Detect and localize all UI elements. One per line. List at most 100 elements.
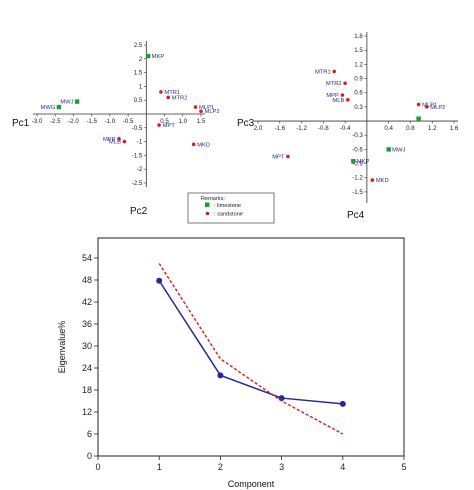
sandstone-point — [286, 154, 290, 159]
limestone-point — [416, 116, 421, 121]
eigenvalue-tick-label: 42 — [82, 297, 92, 307]
x-tick-label: 1.5 — [197, 118, 206, 125]
limestone-point — [145, 53, 151, 59]
sandstone-point — [343, 81, 347, 86]
sandstone-point — [166, 95, 170, 100]
component-tick-label: 2 — [218, 462, 223, 472]
point-label: MLB — [332, 98, 344, 104]
component-tick-label: 0 — [95, 462, 100, 472]
point-label: MTR2 — [326, 81, 342, 87]
limestone-point — [56, 104, 62, 110]
pc4-tick-group: 1.8 1.5 1.2 0.9 0.6 0.3 -0.3 -0.6 -0.9 -1.2 -1.5 — [352, 33, 367, 196]
point-label: MTR2 — [172, 95, 188, 101]
eigenvalue-tick-label: 18 — [82, 385, 92, 395]
limestone-point — [386, 147, 391, 152]
trend-line — [158, 263, 344, 435]
component-tick-group: 0 1 2 3 4 5 — [95, 456, 407, 472]
point-label: MKD — [376, 178, 389, 184]
component-tick-label: 4 — [340, 462, 345, 472]
point-label: MKD — [197, 142, 210, 148]
y-tick-label: -0.3 — [352, 132, 363, 139]
point-label: MKP — [357, 159, 370, 165]
sandstone-point — [159, 90, 163, 94]
eigenvalue-chart-frame — [97, 237, 405, 457]
point-label: MPT — [272, 154, 285, 160]
component-axis-label: Component — [228, 479, 275, 489]
y-tick-label: 1 — [139, 83, 143, 90]
limestone-point — [351, 159, 356, 164]
eigenvalue-axis-label: Eigenvalue% — [57, 321, 67, 374]
pca-plot-pc1-pc2: -3.0 -2.5 -2.0 -1.5 -1.0 -0.5 0.5 1.0 1.5 2.5 2 1.… — [12, 41, 220, 217]
x-tick-label: 0.5 — [160, 118, 169, 125]
y-tick-label: -2 — [137, 166, 143, 173]
legend-limestone-label: : limestone — [214, 203, 241, 209]
sandstone-point — [424, 105, 429, 109]
legend-title: Remarks: — [201, 196, 225, 202]
pc2-tick-group: 2.5 2 1.5 1 0.5 -0.5 -1 -1.5 -2 -2.5 — [132, 42, 147, 187]
eigenvalue-tick-label: 54 — [82, 253, 92, 263]
legend-sandstone-label: : sandstone — [214, 212, 243, 218]
point-label: MPT — [163, 123, 176, 129]
point-label: MLB — [109, 140, 121, 146]
x-tick-label: -0.5 — [123, 118, 134, 125]
y-tick-label: 2.5 — [134, 42, 143, 49]
component-tick-label: 5 — [401, 462, 406, 472]
x-tick-label: 0.4 — [384, 125, 393, 132]
y-tick-label: -1.5 — [132, 152, 143, 159]
eigenvalue-tick-label: 0 — [87, 451, 92, 461]
eigenvalue-tick-label: 24 — [82, 363, 92, 373]
x-tick-label: -1.2 — [296, 125, 307, 132]
pc4-axis-label: Pc4 — [347, 210, 365, 221]
eigenvalue-tick-label: 30 — [82, 341, 92, 351]
y-tick-label: -1 — [137, 139, 143, 146]
y-tick-label: -0.6 — [352, 146, 363, 153]
pca-plot-pc3-pc4: 2.0 -1.6 -1.2 -0.8 -0.4 0.4 0.8 1.2 1.6 1.81.51.… — [237, 32, 459, 221]
sandstone-point — [191, 142, 196, 147]
eigenvalue-point — [339, 400, 346, 407]
eigenvalue-point — [217, 372, 224, 379]
x-tick-label: -2.0 — [68, 118, 79, 125]
component-tick-label: 3 — [279, 462, 284, 472]
pc3-tick-group: 2.0 -1.6 -1.2 -0.8 -0.4 0.4 0.8 1.2 1.6 — [254, 121, 459, 132]
pc3-axis-label: Pc3 — [237, 118, 255, 129]
y-tick-label: 0.3 — [354, 104, 363, 111]
sandstone-point — [157, 123, 161, 127]
x-tick-label: -3.0 — [32, 118, 43, 125]
sandstone-point — [340, 93, 345, 97]
y-tick-label: -2.5 — [132, 180, 143, 187]
y-tick-label: -0.5 — [132, 125, 143, 132]
x-tick-label: -1.0 — [105, 118, 116, 125]
eigenvalue-line — [158, 280, 343, 405]
sandstone-point — [370, 178, 375, 182]
x-tick-label: 2.0 — [254, 125, 263, 132]
eigenvalue-tick-label: 48 — [82, 275, 92, 285]
legend: Remarks: : limestone : sandstone — [187, 192, 275, 224]
eigenvalue-tick-label: 12 — [82, 407, 92, 417]
eigenvalue-tick-group: 0 6 12 18 24 30 36 42 48 54 — [82, 253, 98, 461]
x-tick-label: -0.8 — [318, 125, 329, 132]
sandstone-point — [416, 102, 421, 107]
y-tick-label: 1.2 — [354, 61, 363, 68]
y-tick-label: -1.5 — [352, 189, 363, 196]
component-tick-label: 1 — [157, 462, 162, 472]
point-label: MLP2 — [205, 109, 220, 115]
legend-limestone-marker — [205, 202, 210, 207]
y-tick-label: -0.9 — [352, 161, 363, 168]
point-label: MPP — [103, 137, 116, 143]
point-label: MWJ — [60, 100, 73, 106]
eigenvalue-point — [156, 277, 163, 284]
point-label: MLP2 — [430, 105, 445, 111]
limestone-point — [74, 99, 80, 104]
x-tick-label: -1.5 — [86, 118, 97, 125]
y-tick-label: 0.6 — [354, 90, 363, 97]
point-label: MTR1 — [315, 69, 331, 75]
y-tick-label: 1.5 — [134, 70, 143, 77]
sandstone-point — [122, 139, 127, 144]
y-tick-label: -1.2 — [352, 175, 363, 182]
y-tick-label: 0.5 — [134, 97, 143, 104]
eigenvalue-series-group — [156, 263, 346, 435]
y-tick-label: 1.5 — [354, 47, 363, 54]
sandstone-point — [193, 105, 198, 109]
